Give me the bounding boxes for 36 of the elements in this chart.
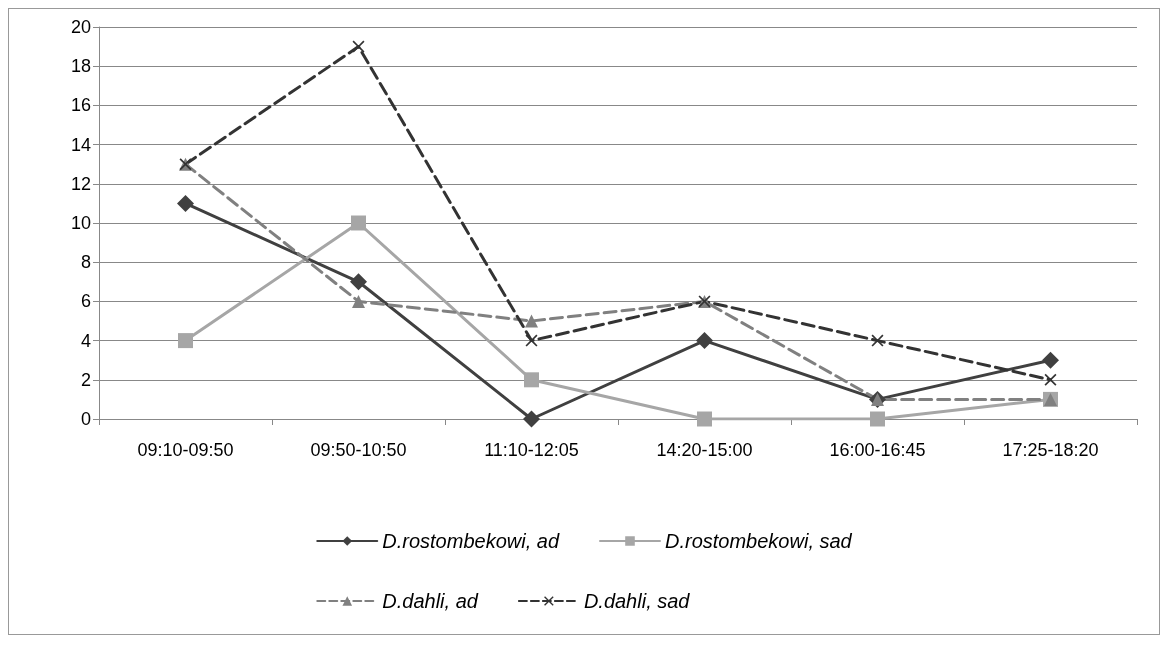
y-tick-label: 0 — [80, 409, 91, 429]
y-tick-label: 4 — [80, 330, 91, 351]
legend-label: D.dahli, ad — [382, 590, 479, 612]
legend-label: D.rostombekowi, sad — [665, 530, 853, 552]
y-tick-label: 20 — [70, 17, 91, 37]
y-tick-label: 8 — [80, 252, 91, 273]
y-tick-label: 6 — [80, 291, 91, 312]
point — [352, 294, 365, 308]
y-tick-label: 14 — [70, 134, 91, 155]
point — [351, 215, 366, 231]
point — [871, 334, 884, 347]
point — [870, 411, 885, 427]
point — [350, 273, 367, 291]
point — [177, 194, 194, 212]
point — [523, 410, 540, 428]
legend-label: D.dahli, sad — [583, 590, 691, 612]
x-tick-label: 16:00-16:45 — [829, 440, 926, 460]
x-tick-label: 11:10-12:05 — [484, 440, 579, 460]
legend-label: D.rostombekowi, ad — [382, 530, 560, 552]
y-tick-label: 12 — [70, 173, 91, 194]
point — [1042, 351, 1059, 369]
x-tick-label: 09:50-10:50 — [310, 440, 407, 460]
point — [525, 334, 538, 347]
x-tick-label: 17:25-18:20 — [1002, 440, 1099, 460]
x-tick-label: 09:10-09:50 — [137, 440, 234, 460]
x-tick-label: 14:20-15:00 — [656, 440, 753, 460]
y-tick-label: 18 — [70, 56, 91, 77]
point — [525, 314, 538, 328]
point — [178, 333, 193, 349]
y-tick-label: 2 — [80, 369, 91, 390]
point — [697, 411, 712, 427]
point — [524, 372, 539, 388]
y-tick-label: 10 — [70, 213, 91, 233]
point — [696, 332, 713, 350]
point — [352, 40, 365, 53]
y-tick-label: 16 — [70, 95, 91, 116]
